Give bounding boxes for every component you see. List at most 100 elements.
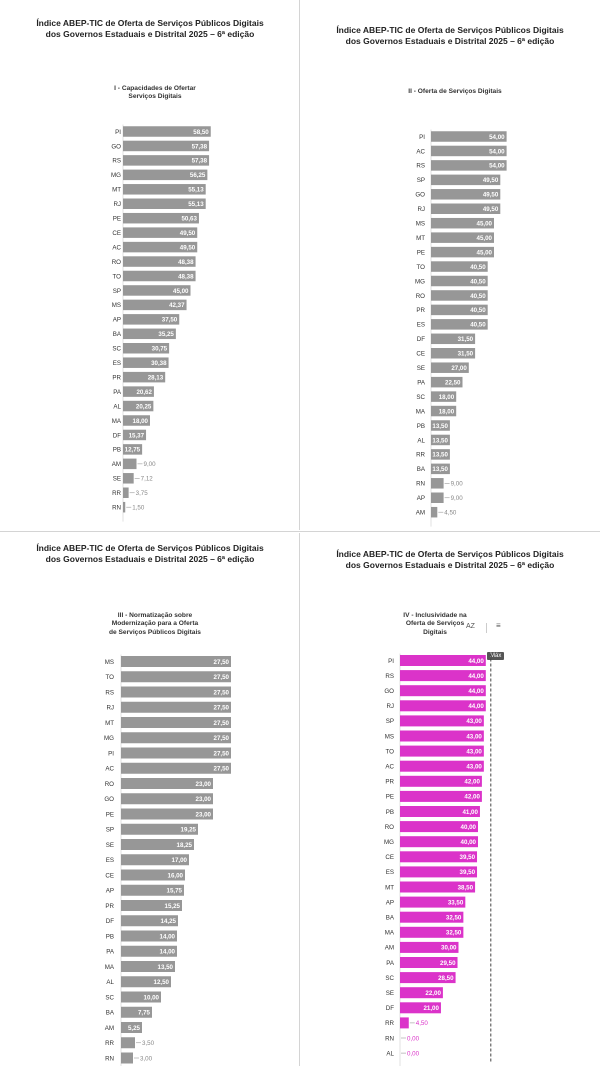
value-label: 50,63	[181, 216, 197, 223]
category-label: ES	[106, 857, 114, 864]
bar	[121, 1052, 133, 1064]
category-label: RS	[112, 158, 121, 165]
panel-title: Índice ABEP-TIC de Oferta de Serviços Pú…	[336, 25, 564, 46]
filter-icon[interactable]: ≡	[496, 621, 501, 630]
bar	[121, 778, 213, 789]
category-label: RJ	[106, 705, 114, 712]
value-label: 3,00	[140, 1055, 153, 1062]
value-label: 12,50	[154, 979, 170, 986]
category-label: PE	[386, 794, 394, 801]
value-label: 43,00	[466, 748, 482, 755]
value-label: 15,75	[167, 888, 183, 895]
chart-panel-capacidades: Índice ABEP-TIC de Oferta de Serviços Pú…	[0, 0, 300, 530]
category-label: PI	[388, 658, 394, 665]
category-label: SC	[385, 975, 394, 982]
category-label: PI	[108, 750, 114, 757]
bar	[431, 145, 507, 157]
value-label: 17,00	[172, 857, 188, 864]
value-label: 31,50	[458, 336, 474, 343]
category-label: BA	[417, 466, 426, 473]
value-label: 18,00	[133, 418, 149, 425]
value-label: 40,00	[461, 839, 477, 846]
bar	[123, 198, 206, 209]
category-label: AP	[106, 888, 114, 895]
bar	[431, 160, 507, 171]
category-label: MG	[111, 172, 121, 179]
panel-title: Índice ABEP-TIC de Oferta de Serviços Pú…	[36, 543, 264, 564]
bar	[121, 976, 171, 988]
bar	[121, 701, 231, 713]
bar	[121, 884, 184, 896]
value-label: 9,00	[144, 461, 157, 468]
category-label: CE	[385, 854, 394, 861]
category-label: ES	[417, 322, 425, 329]
category-label: PB	[113, 447, 121, 454]
bar	[123, 343, 170, 354]
chart-subtitle: II - Oferta de Serviços Digitais	[408, 88, 502, 95]
value-label: 54,00	[489, 148, 505, 155]
bar	[400, 715, 484, 727]
bar	[431, 449, 450, 460]
value-label: 22,00	[425, 990, 441, 997]
category-label: BA	[386, 915, 395, 922]
value-label: 58,50	[193, 129, 209, 136]
bar	[431, 232, 494, 243]
value-label: 4,50	[444, 510, 457, 517]
bar	[123, 155, 210, 166]
bar	[400, 896, 466, 908]
bar	[400, 866, 478, 878]
value-label: 23,00	[196, 781, 212, 788]
value-label: 55,13	[188, 201, 204, 208]
category-label: MG	[104, 735, 114, 742]
bar	[121, 686, 231, 698]
bar	[121, 717, 231, 728]
category-label: DF	[106, 918, 114, 925]
value-label: 45,00	[173, 288, 189, 295]
value-label: 56,25	[190, 172, 206, 179]
value-label: 41,00	[462, 809, 478, 816]
bar	[400, 941, 459, 953]
bar	[123, 487, 129, 498]
bar	[123, 299, 187, 311]
category-label: SE	[386, 990, 394, 997]
value-label: 9,00	[451, 495, 464, 502]
category-label: PB	[386, 809, 394, 816]
category-label: AM	[105, 1025, 114, 1032]
category-label: AC	[112, 244, 121, 251]
bar	[123, 371, 166, 383]
value-label: 23,00	[196, 811, 212, 818]
value-label: 4,50	[416, 1020, 429, 1027]
category-label: AC	[105, 766, 114, 773]
value-label: 40,50	[470, 293, 486, 300]
category-label: ES	[113, 360, 121, 367]
value-label: 29,50	[440, 960, 456, 967]
value-label: 18,25	[177, 842, 193, 849]
bar	[400, 655, 486, 666]
chart-subtitle: III - Normatização sobre Modernização pa…	[109, 612, 201, 636]
category-label: PR	[416, 307, 425, 314]
value-label: 43,00	[466, 718, 482, 725]
bar	[431, 261, 488, 272]
value-label: 49,50	[483, 206, 499, 213]
bar	[123, 386, 154, 397]
bar	[431, 290, 488, 301]
category-label: SE	[417, 365, 425, 372]
bar	[431, 131, 507, 142]
category-label: ES	[386, 869, 394, 876]
value-label: 27,00	[451, 365, 467, 372]
category-label: MT	[385, 884, 394, 891]
category-label: PI	[115, 129, 121, 136]
value-label: 32,50	[446, 915, 462, 922]
category-label: PE	[417, 249, 425, 256]
category-label: SC	[105, 994, 114, 1001]
value-label: 14,00	[160, 949, 176, 956]
value-label: 27,50	[214, 766, 230, 773]
value-label: 5,25	[128, 1025, 141, 1032]
category-label: PR	[105, 903, 114, 910]
value-label: 49,50	[483, 177, 499, 184]
sort-az-icon[interactable]: AZ	[466, 623, 475, 630]
bar	[400, 836, 478, 848]
value-label: 40,50	[470, 322, 486, 329]
value-label: 0,00	[407, 1050, 420, 1057]
panel-title: Índice ABEP-TIC de Oferta de Serviços Pú…	[36, 18, 264, 39]
